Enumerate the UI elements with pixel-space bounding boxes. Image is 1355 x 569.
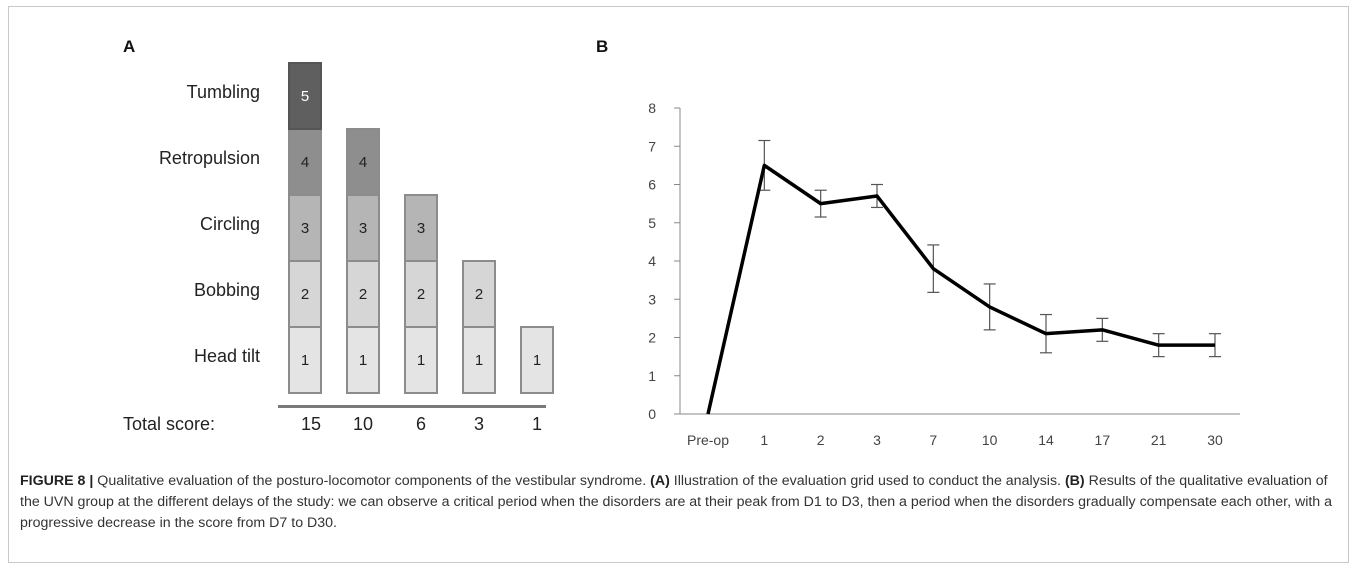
- panel-a-letter: A: [123, 37, 136, 56]
- total-value: 1: [531, 414, 542, 434]
- caption-figure-number: FIGURE 8 |: [20, 473, 94, 489]
- row-label-head-tilt: Head tilt: [193, 346, 260, 366]
- grid-cell: 1: [462, 326, 496, 394]
- grid-cell: 2: [346, 260, 380, 328]
- row-label-circling: Circling: [199, 214, 260, 234]
- panel-a: A Tumbling Retropulsion Circling Bobbing Hea…: [0, 0, 560, 450]
- total-value: 3: [473, 414, 484, 434]
- grid-cell: 1: [404, 326, 438, 394]
- figure-frame: [8, 6, 1349, 563]
- x-tick-label: 2: [817, 432, 825, 448]
- grid-cell: 3: [404, 194, 438, 262]
- x-tick-label: 1: [760, 432, 768, 448]
- x-tick-label: 7: [929, 432, 937, 448]
- figure-caption: FIGURE 8 | Qualitative evaluation of the…: [20, 471, 1340, 534]
- grid-cell: 1: [288, 326, 322, 394]
- y-tick-label: 0: [648, 406, 656, 422]
- total-score-label: Total score:: [123, 414, 216, 434]
- row-label-retropulsion: Retropulsion: [158, 148, 260, 168]
- grid-cell: 2: [462, 260, 496, 328]
- y-tick-label: 2: [648, 330, 656, 346]
- panel-b-letter: B: [596, 37, 609, 56]
- y-tick-label: 8: [648, 100, 656, 116]
- caption-intro: Qualitative evaluation of the posturo-lo…: [93, 473, 651, 489]
- x-tick-label: 30: [1207, 432, 1223, 448]
- y-tick-label: 4: [648, 253, 656, 269]
- x-tick-label: 21: [1151, 432, 1167, 448]
- caption-b-text: Results of the qualitative evaluation of…: [20, 473, 1333, 531]
- y-tick-label: 7: [648, 138, 656, 154]
- row-label-bobbing: Bobbing: [193, 280, 260, 300]
- x-tick-label: 14: [1038, 432, 1054, 448]
- grid-cell: 3: [288, 194, 322, 262]
- caption-a-text: Illustration of the evaluation grid used…: [669, 473, 1065, 489]
- x-tick-label: Pre-op: [687, 432, 729, 448]
- x-tick-label: 10: [982, 432, 998, 448]
- caption-a-tag: (A): [650, 473, 670, 489]
- line-chart: 0 1 2 3 4 5 6 7 8 Pre-op 1 2 3 7 10 14 17 21 30: [648, 100, 1240, 448]
- y-tick-label: 3: [648, 291, 656, 307]
- y-tick-label: 1: [648, 368, 656, 384]
- x-tick-label: 3: [873, 432, 881, 448]
- grid-cell: 1: [520, 326, 554, 394]
- series-line: [706, 163, 1215, 415]
- grid-cell: 3: [346, 194, 380, 262]
- total-baseline: [278, 405, 546, 408]
- grid-cell: 4: [288, 128, 322, 196]
- grid-cell: 2: [288, 260, 322, 328]
- total-value: 6: [415, 414, 426, 434]
- total-value: 15: [300, 414, 322, 434]
- row-label-tumbling: Tumbling: [186, 82, 260, 102]
- grid-cell: 4: [346, 128, 380, 196]
- y-tick-label: 6: [648, 177, 656, 193]
- total-value: 10: [352, 414, 374, 434]
- grid-cell: 5: [288, 62, 322, 130]
- y-tick-label: 5: [648, 215, 656, 231]
- caption-b-tag: (B): [1064, 473, 1085, 489]
- x-tick-label: 17: [1095, 432, 1111, 448]
